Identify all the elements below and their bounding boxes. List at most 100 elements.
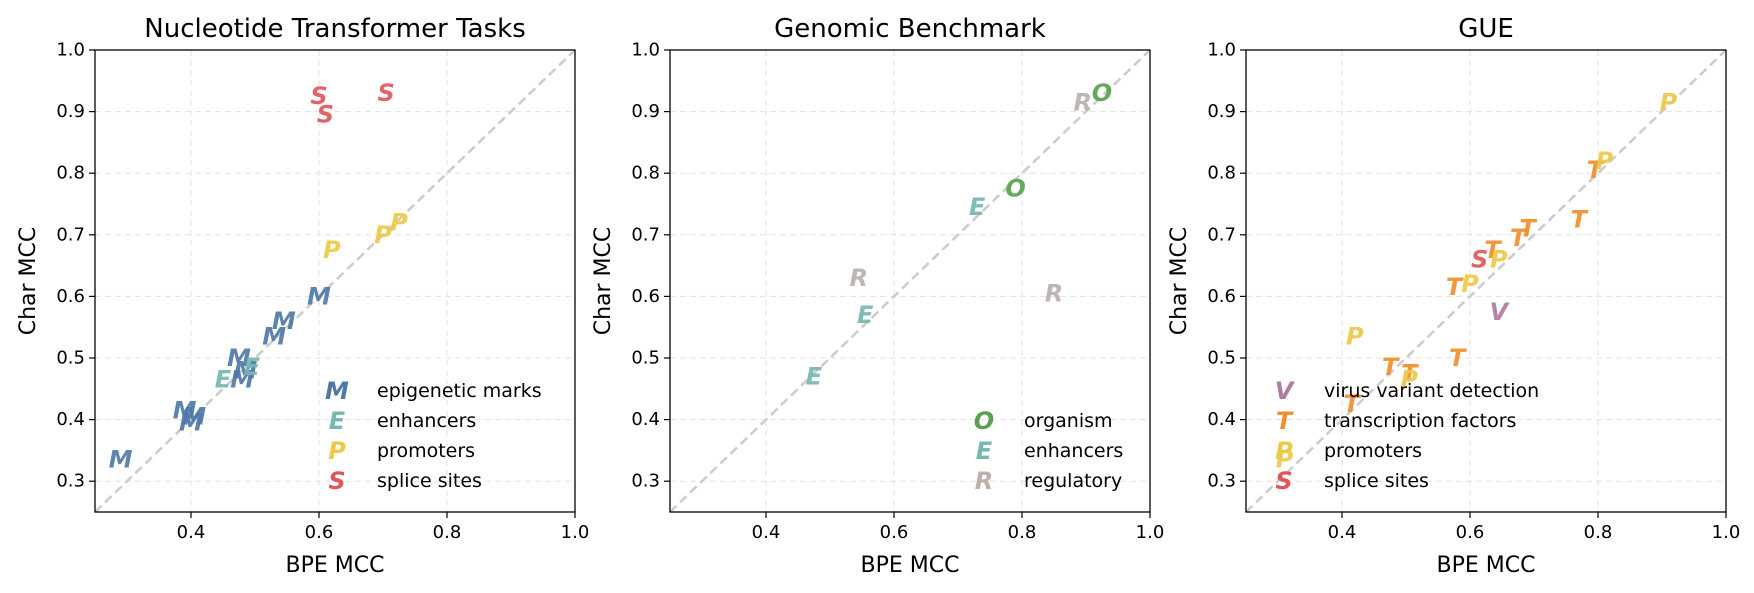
data-point-s: S xyxy=(1471,245,1488,273)
data-point-p: P xyxy=(374,221,392,249)
data-point-m: M xyxy=(230,366,254,394)
y-tick-label: 1.0 xyxy=(56,40,85,61)
data-point-p: P xyxy=(1276,446,1294,474)
data-point-t: T xyxy=(1519,215,1537,243)
y-tick-label: 0.3 xyxy=(1207,471,1236,492)
data-point-o: O xyxy=(1005,175,1025,203)
data-point-m: M xyxy=(262,322,286,350)
data-point-m: M xyxy=(179,409,203,437)
legend-marker: E xyxy=(329,407,346,435)
data-point-s: S xyxy=(378,79,395,107)
data-point-s: S xyxy=(317,101,334,129)
y-tick-label: 0.9 xyxy=(1207,101,1236,122)
x-axis-label: BPE MCC xyxy=(861,553,960,578)
y-tick-label: 0.7 xyxy=(631,224,660,245)
data-point-m: M xyxy=(272,307,296,335)
legend-entry: splice sites xyxy=(377,470,482,492)
data-point-m: M xyxy=(233,356,257,384)
legend-marker: P xyxy=(328,437,346,465)
y-tick-label: 0.7 xyxy=(1207,224,1236,245)
legend-entry: organism xyxy=(1024,410,1113,432)
data-point-t: T xyxy=(1449,344,1467,372)
x-tick-label: 0.6 xyxy=(880,522,909,543)
data-point-p: P xyxy=(1596,147,1614,175)
y-tick-label: 0.9 xyxy=(631,101,660,122)
data-point-t: T xyxy=(1484,236,1502,264)
legend-entry: enhancers xyxy=(377,410,476,432)
data-point-r: R xyxy=(1045,279,1063,307)
y-axis-label: Char MCC xyxy=(16,227,41,336)
y-axis-label: Char MCC xyxy=(591,227,616,336)
x-tick-label: 0.8 xyxy=(1584,522,1613,543)
data-point-t: T xyxy=(1510,224,1528,252)
chart-title: Genomic Benchmark xyxy=(774,14,1046,44)
data-point-t: T xyxy=(1446,273,1464,301)
legend-marker: R xyxy=(975,467,993,495)
data-point-v: V xyxy=(1490,298,1511,326)
x-tick-label: 0.6 xyxy=(305,522,334,543)
y-tick-label: 1.0 xyxy=(1207,40,1236,61)
legend-marker: M xyxy=(325,377,349,405)
data-point-m: M xyxy=(227,344,251,372)
legend-entry: regulatory xyxy=(1024,470,1122,492)
data-point-e: E xyxy=(857,301,874,329)
legend-marker: T xyxy=(1276,407,1294,435)
data-point-p: P xyxy=(1400,366,1418,394)
chart-title: Nucleotide Transformer Tasks xyxy=(144,14,525,44)
data-point-t: T xyxy=(1382,353,1400,381)
legend-entry: promoters xyxy=(1324,440,1422,462)
legend-marker: S xyxy=(1275,467,1292,495)
data-point-e: E xyxy=(969,193,986,221)
legend-entry: transcription factors xyxy=(1324,410,1516,432)
x-axis-label: BPE MCC xyxy=(1437,553,1536,578)
legend-entry: splice sites xyxy=(1324,470,1429,492)
legend-entry: promoters xyxy=(377,440,475,462)
legend-entry: virus variant detection xyxy=(1324,380,1539,402)
legend-entry: enhancers xyxy=(1024,440,1123,462)
y-tick-label: 0.6 xyxy=(631,286,660,307)
x-tick-label: 1.0 xyxy=(1136,522,1165,543)
data-point-m: M xyxy=(182,403,206,431)
data-point-r: R xyxy=(1074,88,1092,116)
data-point-e: E xyxy=(244,353,261,381)
data-point-p: P xyxy=(390,208,408,236)
data-point-p: P xyxy=(323,236,341,264)
legend-entry: epigenetic marks xyxy=(377,380,542,402)
x-tick-label: 0.8 xyxy=(1008,522,1037,543)
legend-marker: P xyxy=(1275,437,1293,465)
y-tick-label: 1.0 xyxy=(631,40,660,61)
legend-marker: V xyxy=(1275,377,1296,405)
legend-marker: S xyxy=(328,467,345,495)
data-point-s: S xyxy=(310,82,327,110)
data-point-e: E xyxy=(806,362,823,390)
plot-frame xyxy=(1245,49,1727,513)
data-point-m: M xyxy=(307,282,331,310)
y-tick-label: 0.8 xyxy=(56,163,85,184)
data-point-t: T xyxy=(1343,390,1361,418)
data-point-p: P xyxy=(1346,322,1364,350)
data-point-p: P xyxy=(1490,245,1508,273)
y-tick-label: 0.4 xyxy=(56,409,85,430)
data-point-r: R xyxy=(850,264,868,292)
plot-frame xyxy=(669,49,1151,513)
y-tick-label: 0.9 xyxy=(56,101,85,122)
y-axis-label: Char MCC xyxy=(1167,227,1192,336)
data-point-e: E xyxy=(215,366,232,394)
x-tick-label: 0.4 xyxy=(752,522,781,543)
y-tick-label: 0.8 xyxy=(631,163,660,184)
data-point-m: M xyxy=(109,446,133,474)
x-tick-label: 0.4 xyxy=(177,522,206,543)
x-tick-label: 0.4 xyxy=(1328,522,1357,543)
y-tick-label: 0.5 xyxy=(631,348,660,369)
x-tick-label: 0.6 xyxy=(1456,522,1485,543)
legend-marker: O xyxy=(974,407,994,435)
legend-marker: E xyxy=(976,437,993,465)
data-point-o: O xyxy=(1092,79,1112,107)
data-point-t: T xyxy=(1587,156,1605,184)
y-tick-label: 0.4 xyxy=(1207,409,1236,430)
